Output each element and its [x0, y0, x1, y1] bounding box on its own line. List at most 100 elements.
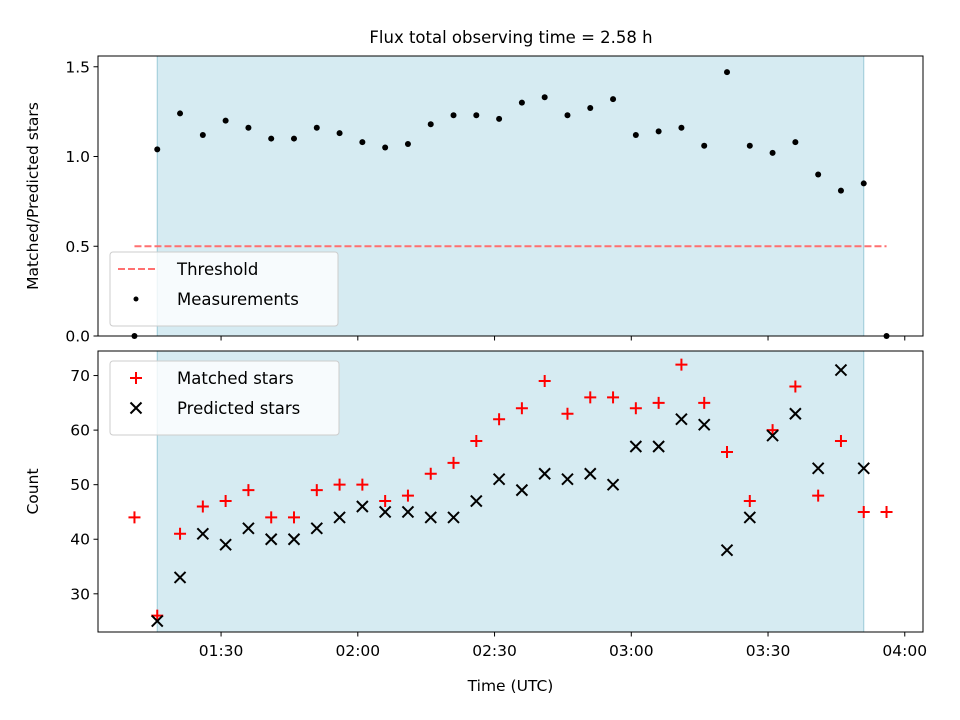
legend-label: Threshold	[176, 260, 258, 279]
data-point	[769, 149, 776, 156]
y-tick-label: 0.0	[65, 328, 90, 346]
data-point	[470, 494, 483, 508]
legend-label: Predicted stars	[177, 399, 300, 418]
data-point	[401, 489, 414, 502]
legend-marker-dot	[133, 296, 139, 302]
data-point	[173, 571, 187, 584]
data-point	[378, 505, 392, 519]
data-point	[287, 511, 300, 524]
data-point	[837, 187, 844, 194]
data-point	[242, 484, 255, 497]
data-point	[493, 413, 506, 426]
data-point	[222, 117, 229, 124]
data-point	[199, 131, 206, 138]
data-point	[607, 391, 620, 404]
data-point	[815, 171, 822, 178]
data-point	[538, 467, 551, 480]
data-point	[424, 467, 437, 480]
data-point	[177, 110, 184, 117]
y-tick-label: 60	[70, 422, 90, 440]
data-point	[196, 500, 209, 513]
legend-marker-x	[129, 401, 143, 415]
data-point	[219, 538, 232, 551]
data-point	[698, 396, 711, 409]
data-point	[151, 614, 164, 628]
data-point	[584, 467, 597, 480]
data-point	[629, 402, 642, 415]
legend-label: Matched stars	[177, 369, 294, 388]
legend: Matched stars Predicted stars	[109, 360, 340, 436]
data-point	[675, 412, 688, 426]
x-tick-label: 02:30	[472, 642, 517, 660]
x-tick-label: 03:30	[746, 642, 791, 660]
data-point	[561, 407, 574, 420]
x-tick-label: 02:00	[335, 642, 380, 660]
data-point	[538, 375, 551, 388]
data-point	[834, 363, 848, 377]
y-tick-label: 1.0	[65, 148, 90, 166]
data-point	[310, 484, 323, 497]
data-point	[450, 112, 457, 119]
data-point	[447, 456, 460, 469]
data-point	[743, 511, 757, 524]
data-point	[746, 142, 753, 149]
data-point	[404, 140, 411, 147]
data-point	[541, 94, 548, 101]
data-point	[427, 121, 434, 128]
legend-label: Measurements	[177, 290, 299, 309]
data-point	[379, 495, 392, 508]
data-point	[268, 135, 275, 142]
x-tick-label: 04:00	[882, 642, 927, 660]
axes-frame	[97, 350, 924, 633]
data-point	[290, 135, 297, 142]
x-tick-label: 03:00	[609, 642, 654, 660]
data-point	[721, 445, 734, 458]
data-point	[401, 505, 415, 519]
data-point	[219, 495, 232, 508]
data-point	[720, 543, 734, 557]
data-point	[174, 527, 187, 540]
figure-title: Flux total observing time = 2.58 h	[369, 28, 652, 47]
data-point	[561, 473, 574, 486]
y-tick-label: 1.5	[65, 58, 90, 76]
data-point	[356, 478, 369, 491]
data-point	[336, 130, 343, 137]
data-point	[606, 478, 620, 491]
x-tick-label: 01:30	[199, 642, 244, 660]
data-point	[675, 358, 688, 371]
data-point	[792, 139, 799, 146]
data-point	[655, 128, 662, 135]
data-point	[766, 429, 779, 442]
data-point	[701, 142, 708, 149]
data-point	[473, 112, 480, 119]
data-point	[492, 473, 506, 486]
data-point	[811, 462, 825, 475]
data-point	[515, 402, 528, 415]
data-point	[834, 435, 847, 448]
y-tick-label: 50	[70, 476, 90, 494]
data-point	[242, 522, 255, 535]
y-tick-label: 70	[70, 367, 90, 385]
y-tick-label: 0.5	[65, 238, 90, 256]
data-point	[632, 131, 639, 138]
data-point	[356, 500, 369, 513]
data-point	[470, 435, 483, 448]
data-point	[151, 609, 164, 622]
data-point	[333, 478, 346, 491]
data-point	[629, 440, 643, 453]
legend-box	[109, 360, 340, 436]
data-point	[287, 533, 301, 546]
legend-marker-plus	[130, 372, 142, 384]
data-point	[587, 105, 594, 112]
data-point	[584, 391, 597, 404]
top-panel: 0.0 0.5 1.0 1.5 Matched/Predicted stars Thres…	[24, 55, 924, 346]
data-point	[789, 407, 802, 420]
data-point	[359, 139, 366, 146]
data-point	[564, 112, 571, 119]
data-point	[698, 418, 711, 431]
data-point	[678, 124, 685, 131]
data-point	[265, 511, 278, 524]
data-point	[880, 505, 893, 518]
data-point	[313, 124, 320, 131]
